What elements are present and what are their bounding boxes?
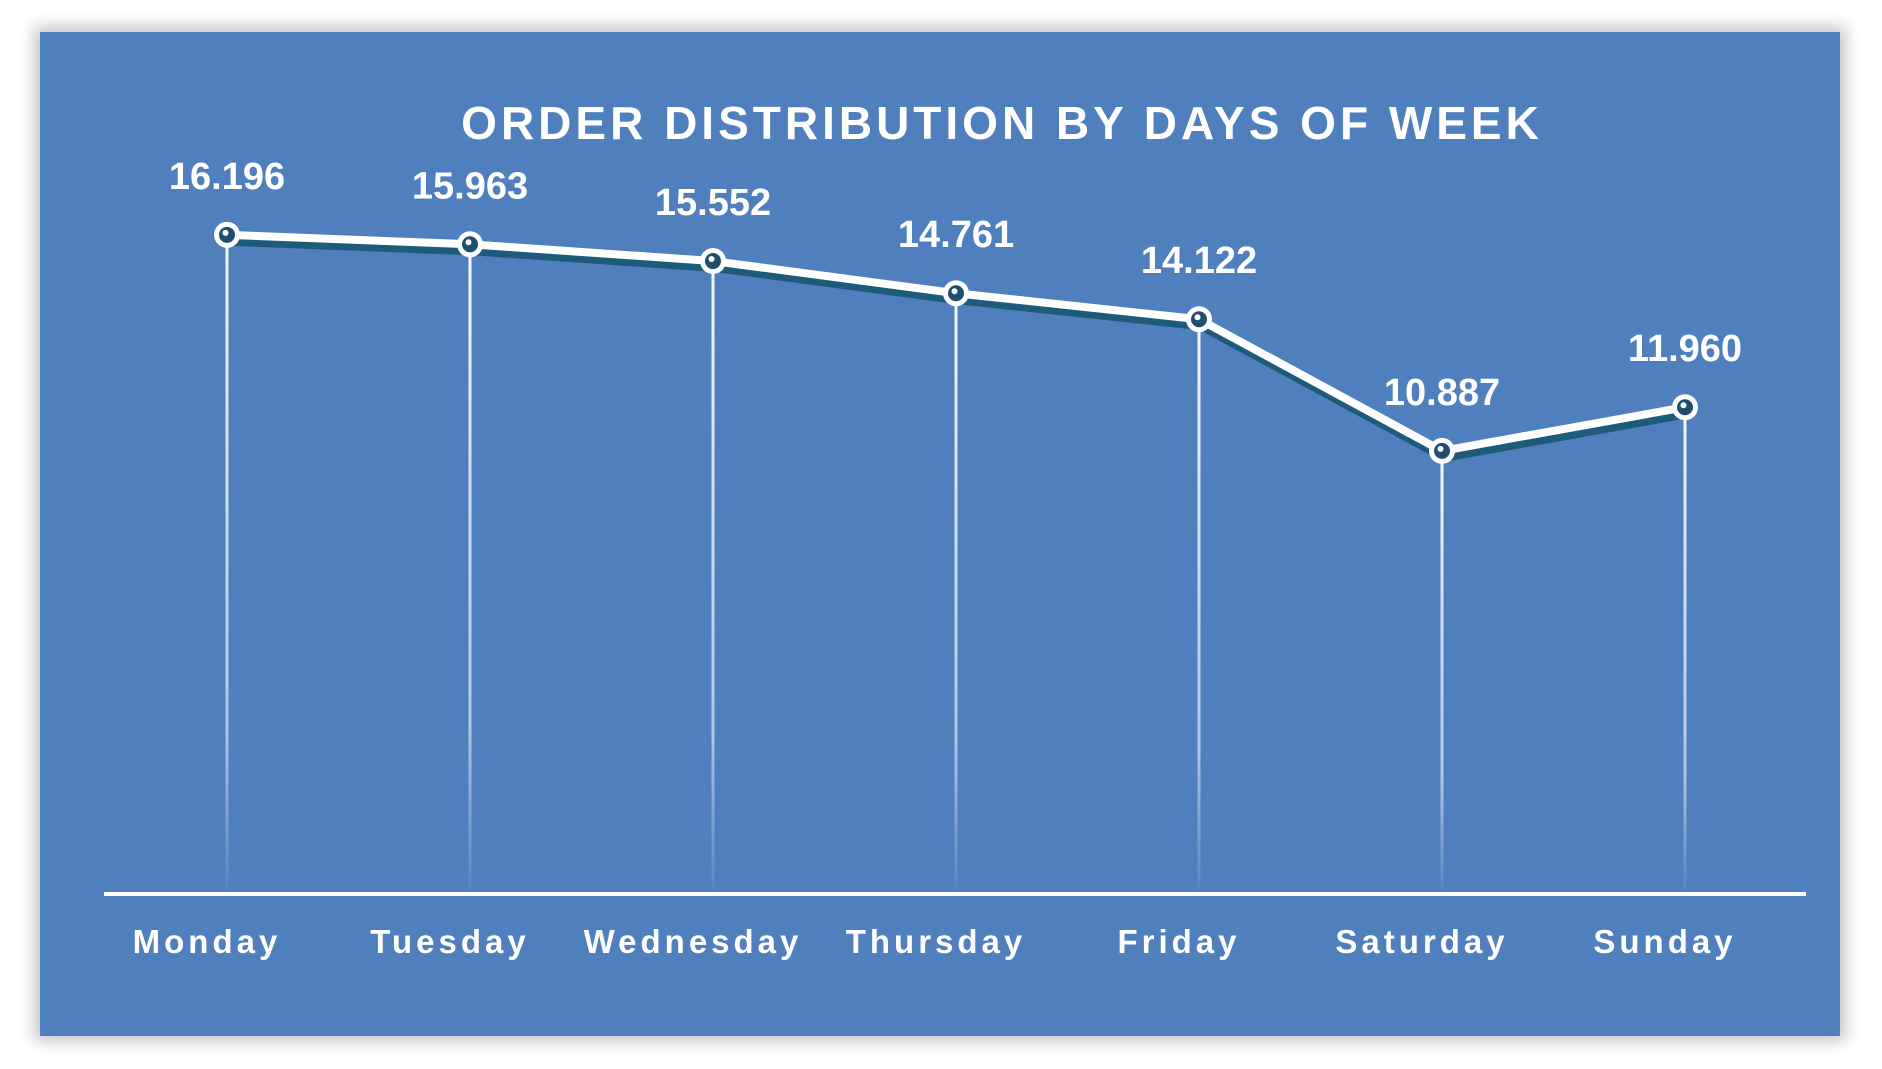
drop-line-wednesday <box>711 261 715 891</box>
x-tick-label-wednesday: Wednesday <box>584 923 803 960</box>
data-point-monday <box>214 221 240 248</box>
x-tick-labels: Monday Tuesday Wednesday Thursday Friday Satu… <box>133 923 1736 960</box>
data-label-tuesday: 15.963 <box>412 165 528 207</box>
chart-frame <box>40 32 1840 1036</box>
data-label-thursday: 14.761 <box>898 214 1014 256</box>
data-label-sunday: 11.960 <box>1628 328 1742 370</box>
drop-line-monday <box>225 234 229 890</box>
x-tick-label-saturday: Saturday <box>1335 923 1508 960</box>
series-line-shadow <box>228 237 1688 462</box>
data-point-thursday <box>943 280 969 307</box>
data-point-tuesday <box>457 231 483 258</box>
x-tick-label-friday: Friday <box>1117 923 1240 960</box>
data-point-sunday <box>1672 394 1698 421</box>
markers-group <box>214 221 1698 464</box>
drop-line-thursday <box>954 293 958 890</box>
data-point-wednesday <box>700 248 726 275</box>
data-label-friday: 14.122 <box>1141 240 1257 282</box>
drop-line-sunday <box>1683 407 1687 890</box>
data-point-saturday <box>1429 437 1455 464</box>
drop-line-tuesday <box>468 244 472 890</box>
chart-title: ORDER DISTRIBUTION BY DAYS OF WEEK <box>461 97 1543 149</box>
data-labels: 16.196 15.963 15.552 14.761 14.122 10.887 11.9… <box>169 156 1742 414</box>
data-label-saturday: 10.887 <box>1384 372 1500 414</box>
x-tick-label-monday: Monday <box>133 923 282 960</box>
drop-line-saturday <box>1440 450 1444 890</box>
data-label-wednesday: 15.552 <box>655 182 771 224</box>
drop-line-friday <box>1197 319 1201 890</box>
drop-lines <box>225 234 1687 891</box>
data-label-monday: 16.196 <box>169 156 285 198</box>
data-point-friday <box>1186 306 1212 333</box>
x-tick-label-thursday: Thursday <box>846 923 1027 960</box>
x-tick-label-sunday: Sunday <box>1593 923 1736 960</box>
x-tick-label-tuesday: Tuesday <box>370 923 529 960</box>
